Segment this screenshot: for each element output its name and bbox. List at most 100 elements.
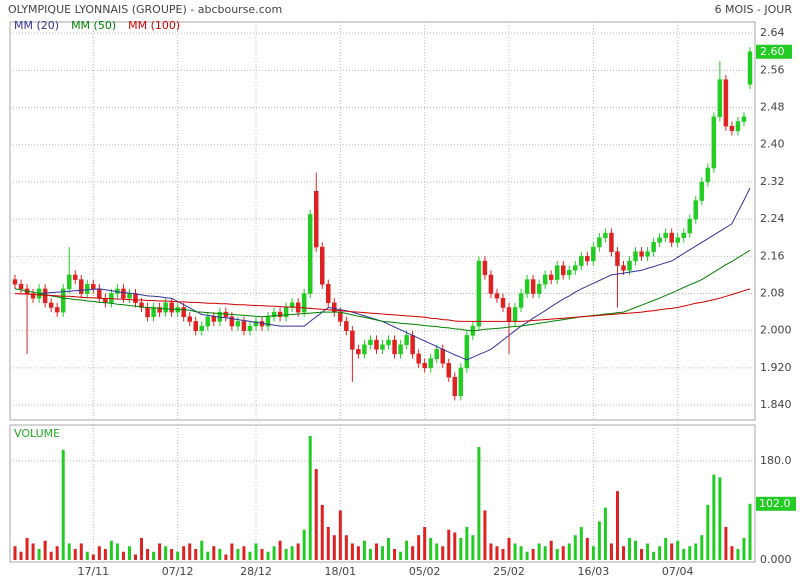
candle-body xyxy=(512,307,518,322)
candle-body xyxy=(60,288,66,313)
x-tick-label: 16/03 xyxy=(578,565,610,578)
candle-body xyxy=(12,279,18,285)
volume-bar xyxy=(344,535,348,560)
candle-body xyxy=(603,232,608,238)
y-tick-label: 0.000 xyxy=(760,553,792,566)
candle-body xyxy=(633,251,638,262)
volume-bar xyxy=(513,543,517,560)
candle-body xyxy=(488,274,494,294)
candle-body xyxy=(66,274,72,290)
volume-bar xyxy=(670,543,674,560)
candle-body xyxy=(277,311,283,318)
volume-bar xyxy=(483,510,487,560)
candle-body xyxy=(554,265,560,280)
volume-bar xyxy=(567,543,571,560)
volume-bar xyxy=(555,548,559,560)
candle-body xyxy=(54,307,60,313)
volume-bar xyxy=(597,521,601,560)
candle-body xyxy=(398,344,403,355)
volume-bar xyxy=(682,548,686,560)
volume-bar xyxy=(133,554,137,560)
candle-body xyxy=(723,79,729,127)
candle-body xyxy=(542,274,548,285)
volume-bar xyxy=(477,447,481,560)
volume-bar xyxy=(194,548,198,560)
volume-bar xyxy=(158,543,162,560)
candle-body xyxy=(169,302,174,313)
volume-bar xyxy=(579,526,583,560)
volume-bar xyxy=(314,469,318,560)
volume-bar xyxy=(320,504,324,560)
volume-bar xyxy=(489,543,493,560)
moving-average-line xyxy=(14,288,751,322)
candle-body xyxy=(579,256,584,266)
candle-body xyxy=(699,181,705,201)
volume-bar xyxy=(308,436,312,560)
volume-bar xyxy=(742,537,746,560)
volume-bar xyxy=(495,546,499,560)
volume-bar xyxy=(694,543,698,560)
candle-body xyxy=(121,288,126,299)
candle-body xyxy=(591,246,596,262)
candle-body xyxy=(410,335,415,355)
last-volume-label: 102.0 xyxy=(759,497,791,510)
candle-body xyxy=(440,349,445,364)
price-panel xyxy=(9,21,756,421)
volume-bar xyxy=(700,535,704,560)
candle-body xyxy=(79,279,84,294)
volume-bar xyxy=(278,540,282,560)
volume-bar xyxy=(399,551,403,560)
volume-bar xyxy=(664,537,668,560)
last-price-label: 2.60 xyxy=(760,45,785,58)
moving-average-line xyxy=(39,187,751,361)
candle-body xyxy=(163,302,168,313)
candle-body xyxy=(205,316,211,327)
candle-body xyxy=(567,270,572,276)
candle-body xyxy=(693,200,699,220)
candle-body xyxy=(717,79,723,118)
volume-bar xyxy=(362,540,366,560)
candle-body xyxy=(735,121,741,132)
y-tick-label: 2.64 xyxy=(760,26,785,39)
candle-body xyxy=(338,311,343,322)
volume-bar xyxy=(212,546,216,560)
volume-bar xyxy=(465,526,469,560)
candle-body xyxy=(669,232,674,243)
volume-bar xyxy=(519,546,523,560)
candle-body xyxy=(313,190,319,248)
candle-body xyxy=(500,297,506,308)
volume-bar xyxy=(67,543,71,560)
volume-bar xyxy=(146,548,150,560)
volume-bar xyxy=(182,546,186,560)
volume-bar xyxy=(585,537,589,560)
volume-bar xyxy=(254,543,258,560)
volume-bar xyxy=(170,548,174,560)
candle-body xyxy=(476,260,482,327)
volume-bar xyxy=(121,551,125,560)
volume-bar xyxy=(296,543,300,560)
volume-bar xyxy=(501,548,505,560)
candle-body xyxy=(235,321,241,327)
candle-body xyxy=(416,353,421,364)
volume-bar xyxy=(31,543,35,560)
candle-body xyxy=(711,116,717,169)
volume-panel xyxy=(9,424,756,563)
volume-bar xyxy=(525,551,529,560)
volume-bar xyxy=(13,546,17,560)
volume-bar xyxy=(188,543,192,560)
candle-body xyxy=(181,307,186,318)
candle-body xyxy=(548,274,554,280)
chart-title: OLYMPIQUE LYONNAIS (GROUPE) - abcbourse.… xyxy=(8,3,282,16)
candle-body xyxy=(446,363,452,378)
y-tick-label: 1.920 xyxy=(760,361,792,374)
candle-body xyxy=(229,316,235,327)
candle-body xyxy=(458,367,464,397)
candle-body xyxy=(368,339,373,345)
chart-subtitle: 6 MOIS - JOUR xyxy=(715,3,793,16)
candle-body xyxy=(211,316,217,322)
candle-body xyxy=(85,283,90,294)
volume-bar xyxy=(405,540,409,560)
volume-bar xyxy=(25,537,29,560)
volume-bar xyxy=(224,554,228,560)
